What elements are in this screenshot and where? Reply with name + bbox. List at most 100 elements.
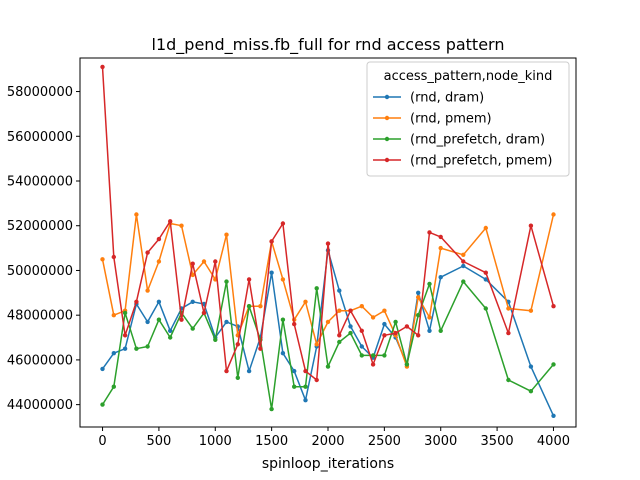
data-point xyxy=(404,324,410,329)
data-point xyxy=(122,333,128,338)
data-point xyxy=(359,353,364,358)
data-point xyxy=(303,384,308,389)
y-tick-label: 48000000 xyxy=(7,309,73,324)
y-tick-label: 54000000 xyxy=(7,175,73,190)
legend-item-2: (rnd_prefetch, dram) xyxy=(373,133,545,148)
y-tick-label: 50000000 xyxy=(7,264,73,279)
series-line xyxy=(101,213,555,368)
data-point xyxy=(156,299,162,304)
data-point xyxy=(348,330,353,336)
legend: access_pattern,node_kind (rnd, dram) (rnd… xyxy=(366,61,570,177)
data-point xyxy=(280,351,286,356)
data-point xyxy=(190,326,195,331)
data-point xyxy=(461,263,466,269)
data-point xyxy=(483,277,488,282)
x-tick-label: 0 xyxy=(98,434,106,449)
data-point xyxy=(438,245,443,251)
data-point xyxy=(314,286,319,291)
data-point xyxy=(551,413,556,418)
legend-marker xyxy=(384,157,390,163)
y-axis: 44000000 46000000 48000000 50000000 52000000… xyxy=(7,85,80,413)
data-point xyxy=(370,315,376,320)
data-point xyxy=(438,328,443,333)
data-point xyxy=(168,335,173,340)
data-point xyxy=(483,225,488,231)
legend-item-3: (rnd_prefetch, pmem) xyxy=(373,154,552,169)
series-line xyxy=(101,249,555,417)
x-axis: 0 500 1000 1500 2000 2500 3000 3500 4000 xyxy=(98,427,570,449)
data-point xyxy=(337,339,342,345)
data-point xyxy=(213,337,218,342)
data-point xyxy=(438,234,443,240)
x-tick-label: 2500 xyxy=(368,434,401,449)
data-point xyxy=(382,308,387,313)
data-point xyxy=(337,288,342,293)
data-point xyxy=(483,270,488,275)
x-tick-label: 1000 xyxy=(199,434,232,449)
data-point xyxy=(246,304,252,309)
data-point xyxy=(134,212,139,217)
data-point xyxy=(314,377,319,383)
data-point xyxy=(303,398,308,403)
legend-label: (rnd, pmem) xyxy=(410,112,492,127)
y-tick-label: 46000000 xyxy=(7,353,73,368)
data-point xyxy=(551,212,556,217)
legend-item-0: (rnd, dram) xyxy=(373,91,484,106)
data-point xyxy=(461,279,466,284)
data-point xyxy=(359,304,364,309)
data-point xyxy=(416,313,421,318)
data-point xyxy=(258,304,263,309)
data-point xyxy=(269,406,274,412)
legend-label: (rnd_prefetch, pmem) xyxy=(410,154,552,169)
data-point xyxy=(416,290,421,295)
data-point xyxy=(292,321,297,327)
data-point xyxy=(528,223,534,228)
data-point xyxy=(134,299,139,304)
data-point xyxy=(201,259,207,264)
data-point xyxy=(224,232,229,237)
data-point xyxy=(145,288,150,293)
data-point xyxy=(348,308,353,313)
data-point xyxy=(145,344,150,349)
data-point xyxy=(528,308,534,313)
data-point xyxy=(303,368,308,374)
data-point xyxy=(292,384,297,389)
data-point xyxy=(156,317,162,322)
data-point xyxy=(506,306,511,311)
legend-box xyxy=(366,61,570,177)
series-line xyxy=(101,280,555,410)
data-point xyxy=(393,330,398,336)
data-point xyxy=(416,333,421,338)
y-tick-label: 56000000 xyxy=(7,130,73,145)
x-tick-label: 4000 xyxy=(537,434,570,449)
data-point xyxy=(427,281,432,287)
data-point xyxy=(370,353,376,358)
data-point xyxy=(122,310,128,316)
data-point xyxy=(280,221,286,226)
data-point xyxy=(190,272,195,278)
x-tick-label: 1500 xyxy=(255,434,288,449)
data-point xyxy=(111,384,117,389)
y-tick-label: 58000000 xyxy=(7,85,73,100)
data-point xyxy=(370,362,376,367)
data-point xyxy=(528,364,534,369)
data-point xyxy=(303,299,308,304)
data-point xyxy=(461,259,466,264)
data-point xyxy=(100,402,105,407)
data-point xyxy=(179,317,184,322)
data-point xyxy=(337,308,342,313)
data-point xyxy=(122,346,128,351)
data-point xyxy=(382,321,387,327)
legend-title: access_pattern,node_kind xyxy=(384,69,553,84)
data-point xyxy=(280,317,286,322)
data-point xyxy=(359,328,364,333)
data-point xyxy=(100,64,105,70)
data-point xyxy=(506,377,511,383)
data-point xyxy=(280,277,286,282)
data-point xyxy=(325,364,331,369)
data-point xyxy=(325,319,331,325)
data-point xyxy=(551,362,556,367)
x-tick-label: 3000 xyxy=(424,434,457,449)
data-point xyxy=(224,279,229,284)
